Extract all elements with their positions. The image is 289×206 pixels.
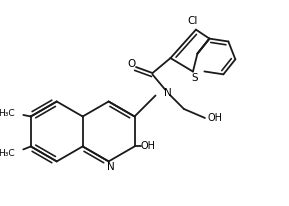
Text: OH: OH [140,142,155,151]
Text: H₃C: H₃C [0,109,14,118]
Text: OH: OH [208,113,223,123]
Text: N: N [107,162,115,172]
Text: Cl: Cl [188,16,198,26]
Text: H₃C: H₃C [0,149,14,158]
Text: S: S [191,73,198,83]
Text: N: N [164,88,171,97]
Text: O: O [127,59,136,69]
